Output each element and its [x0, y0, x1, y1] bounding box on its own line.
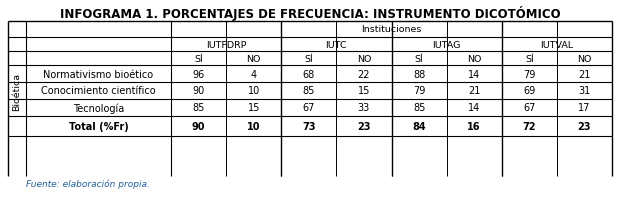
Text: 90: 90 — [192, 86, 205, 96]
Text: Total (%Fr): Total (%Fr) — [69, 121, 128, 131]
Text: Normativismo bioético: Normativismo bioético — [43, 69, 154, 79]
Text: SÍ: SÍ — [415, 54, 423, 63]
Text: 73: 73 — [302, 121, 316, 131]
Text: SÍ: SÍ — [194, 54, 203, 63]
Text: SÍ: SÍ — [304, 54, 313, 63]
Text: 67: 67 — [523, 103, 536, 113]
Text: 31: 31 — [578, 86, 591, 96]
Text: Fuente: elaboración propia.: Fuente: elaboración propia. — [26, 179, 150, 188]
Text: 14: 14 — [468, 103, 481, 113]
Text: Bioética: Bioética — [12, 72, 22, 110]
Text: SÍ: SÍ — [525, 54, 534, 63]
Text: 4: 4 — [250, 69, 257, 79]
Text: 21: 21 — [468, 86, 481, 96]
Text: 17: 17 — [578, 103, 591, 113]
Text: 16: 16 — [467, 121, 481, 131]
Text: 15: 15 — [358, 86, 370, 96]
Text: 10: 10 — [247, 121, 260, 131]
Text: 21: 21 — [578, 69, 591, 79]
Text: NO: NO — [577, 54, 591, 63]
Text: 96: 96 — [192, 69, 205, 79]
Text: 79: 79 — [523, 69, 536, 79]
Text: 85: 85 — [192, 103, 205, 113]
Text: 85: 85 — [413, 103, 425, 113]
Text: 15: 15 — [247, 103, 260, 113]
Text: 69: 69 — [523, 86, 536, 96]
Text: 79: 79 — [413, 86, 425, 96]
Text: 84: 84 — [412, 121, 426, 131]
Text: NO: NO — [467, 54, 481, 63]
Text: IUTAG: IUTAG — [432, 40, 461, 49]
Text: 22: 22 — [358, 69, 370, 79]
Text: NO: NO — [247, 54, 261, 63]
Text: 68: 68 — [303, 69, 315, 79]
Text: 14: 14 — [468, 69, 481, 79]
Text: 90: 90 — [192, 121, 205, 131]
Text: 23: 23 — [357, 121, 371, 131]
Text: NO: NO — [356, 54, 371, 63]
Text: Tecnología: Tecnología — [73, 103, 124, 113]
Text: 10: 10 — [247, 86, 260, 96]
Text: Instituciones: Instituciones — [361, 25, 422, 34]
Text: 85: 85 — [303, 86, 315, 96]
Text: IUTC: IUTC — [326, 40, 347, 49]
Text: 33: 33 — [358, 103, 370, 113]
Text: 72: 72 — [523, 121, 536, 131]
Text: Conocimiento científico: Conocimiento científico — [41, 86, 156, 96]
Text: INFOGRAMA 1. PORCENTAJES DE FRECUENCIA: INSTRUMENTO DICOTÓMICO: INFOGRAMA 1. PORCENTAJES DE FRECUENCIA: … — [60, 6, 560, 21]
Text: 88: 88 — [413, 69, 425, 79]
Text: IUTFDRP: IUTFDRP — [206, 40, 246, 49]
Text: IUTVAL: IUTVAL — [540, 40, 574, 49]
Text: 23: 23 — [578, 121, 591, 131]
Text: 67: 67 — [303, 103, 315, 113]
